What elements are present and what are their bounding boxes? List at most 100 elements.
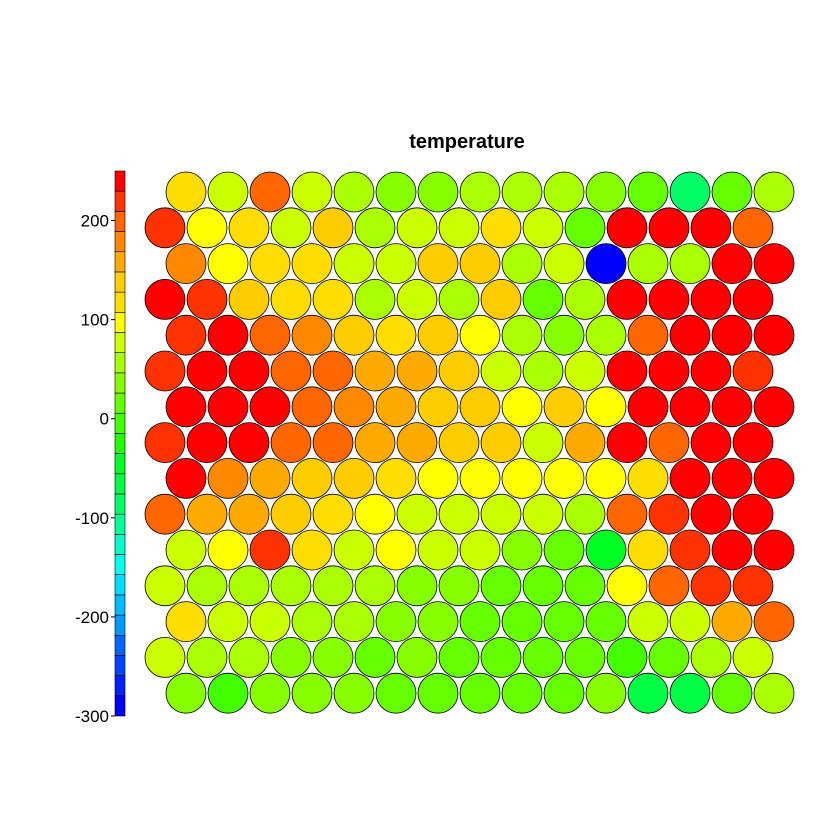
heatmap-cell	[606, 637, 648, 678]
heatmap-cell	[627, 243, 669, 285]
heatmap-cell	[333, 386, 375, 428]
heatmap-cell	[291, 529, 333, 571]
heatmap-cell	[249, 529, 291, 571]
heatmap-cell	[459, 672, 501, 714]
colorbar-segment	[114, 695, 126, 717]
heatmap-cell	[249, 171, 291, 213]
heatmap-cell	[291, 243, 333, 285]
heatmap-cell	[207, 243, 249, 285]
heatmap-cell	[711, 672, 753, 714]
heatmap-cell	[480, 207, 522, 249]
heatmap-cell	[270, 278, 312, 320]
heatmap-cell	[669, 672, 711, 714]
heatmap-cell	[606, 350, 648, 392]
heatmap-cell	[312, 493, 354, 535]
heatmap-cell	[354, 278, 396, 320]
heatmap-cell	[732, 637, 774, 678]
heatmap-cell	[144, 422, 186, 464]
heatmap-cell	[732, 350, 774, 392]
heatmap-cell	[690, 565, 732, 607]
heatmap-cell	[186, 422, 228, 464]
heatmap-cell	[459, 386, 501, 428]
heatmap-cell	[480, 350, 522, 392]
heatmap-cell	[144, 565, 186, 607]
heatmap-cell	[711, 386, 753, 428]
heatmap-cell	[585, 457, 627, 499]
colorbar	[114, 170, 126, 717]
heatmap-cell	[543, 529, 585, 571]
heatmap-cell	[627, 601, 669, 642]
heatmap-cell	[417, 171, 459, 213]
heatmap-cell	[249, 243, 291, 285]
heatmap-cell	[375, 243, 417, 285]
heatmap-cell	[711, 601, 753, 642]
heatmap-cell	[627, 672, 669, 714]
heatmap-cell	[270, 207, 312, 249]
heatmap-cell	[417, 601, 459, 642]
colorbar-segment	[114, 433, 126, 454]
heatmap-cell	[501, 386, 543, 428]
heatmap-cell	[186, 350, 228, 392]
colorbar-segment	[114, 614, 126, 636]
heatmap-cell	[501, 529, 543, 571]
colorbar-segment	[114, 412, 126, 434]
heatmap-cell	[312, 565, 354, 607]
heatmap-cell	[207, 314, 249, 356]
heatmap-cell	[249, 314, 291, 356]
heatmap-cell	[186, 637, 228, 678]
heatmap-cell	[585, 243, 627, 285]
heatmap-cell	[669, 314, 711, 356]
heatmap-cell	[711, 243, 753, 285]
colorbar-segment	[114, 291, 126, 313]
heatmap-cell	[144, 493, 186, 535]
heatmap-cell	[207, 672, 249, 714]
colorbar-tick-label: -300	[75, 707, 109, 726]
heatmap-cell	[333, 601, 375, 642]
heatmap-cell	[354, 422, 396, 464]
heatmap-cell	[690, 350, 732, 392]
heatmap-cell	[522, 422, 564, 464]
heatmap-cell	[753, 243, 795, 285]
heatmap-cell	[270, 637, 312, 678]
heatmap-cell	[249, 601, 291, 642]
heatmap-cell	[480, 565, 522, 607]
heatmap-cell	[543, 457, 585, 499]
heatmap-cell	[522, 565, 564, 607]
heatmap-cell	[417, 314, 459, 356]
heatmap-cell	[753, 672, 795, 714]
heatmap-cell	[501, 171, 543, 213]
heatmap-cell	[648, 565, 690, 607]
colorbar-ticks: -300 -200 -100 0 100 200	[75, 212, 115, 726]
heatmap-cell	[417, 386, 459, 428]
heatmap-cell	[648, 207, 690, 249]
heatmap-cell	[459, 314, 501, 356]
heatmap-cell	[585, 171, 627, 213]
heatmap-cell	[711, 171, 753, 213]
heatmap-cell	[522, 350, 564, 392]
colorbar-segment	[114, 170, 126, 192]
heatmap-cell	[480, 493, 522, 535]
heatmap-cell	[459, 243, 501, 285]
colorbar-segment	[114, 392, 126, 414]
heatmap-cell	[438, 565, 480, 607]
heatmap-cell	[207, 386, 249, 428]
heatmap-cell	[606, 278, 648, 320]
colorbar-tick-label: -100	[75, 509, 109, 528]
heatmap-cell	[648, 350, 690, 392]
heatmap-cell	[312, 350, 354, 392]
heatmap-cell	[732, 422, 774, 464]
chart-title: temperature	[409, 131, 525, 153]
heatmap-cell	[375, 672, 417, 714]
heatmap-cell	[690, 207, 732, 249]
heatmap-cell	[291, 171, 333, 213]
colorbar-segment	[114, 473, 126, 495]
heatmap-cells	[144, 171, 795, 714]
heatmap-cell	[207, 601, 249, 642]
heatmap-cell	[627, 171, 669, 213]
heatmap-cell	[627, 386, 669, 428]
heatmap-cell	[312, 422, 354, 464]
heatmap-cell	[165, 243, 207, 285]
colorbar-segment	[114, 493, 126, 515]
heatmap-cell	[396, 565, 438, 607]
heatmap-cell	[711, 314, 753, 356]
